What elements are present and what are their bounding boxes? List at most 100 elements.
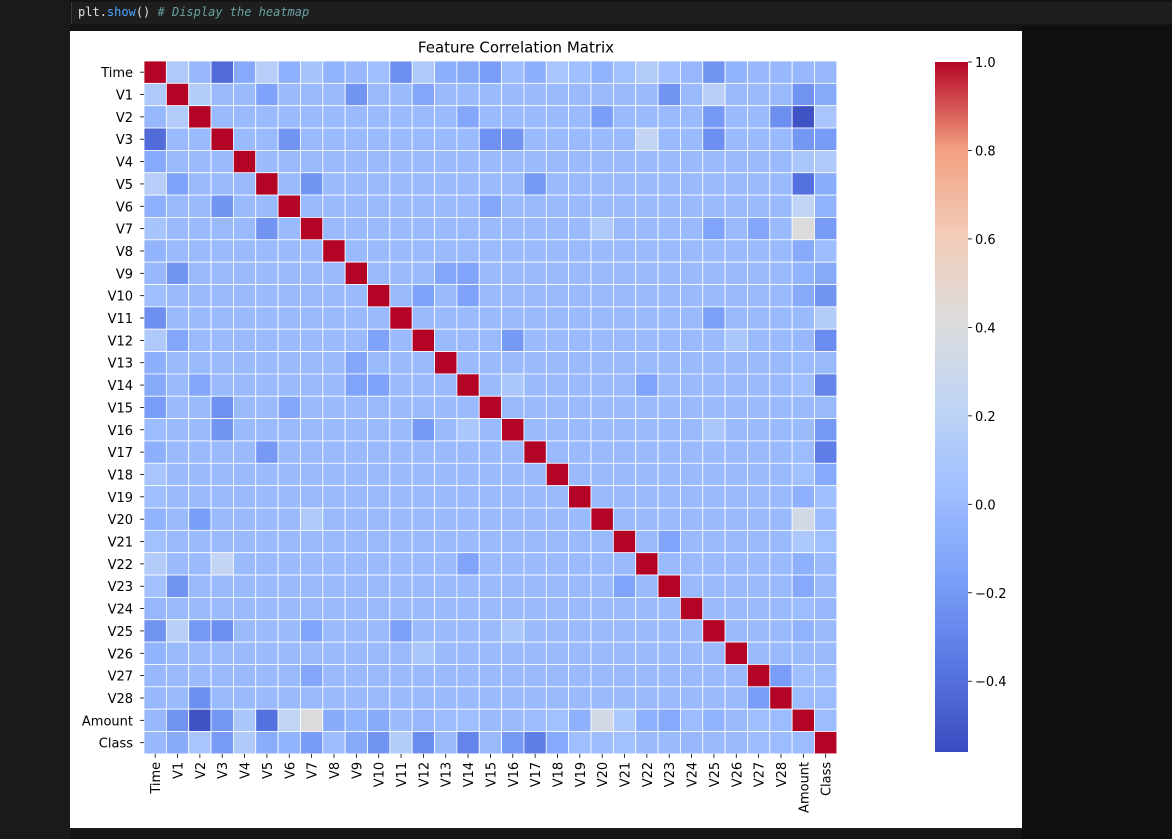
heatmap-cell xyxy=(791,440,815,464)
heatmap-cell xyxy=(300,641,324,665)
heatmap-cell xyxy=(523,105,547,129)
heatmap-cell xyxy=(322,708,346,732)
heatmap-cell xyxy=(322,172,346,196)
heatmap-cell xyxy=(769,127,793,151)
heatmap-cell xyxy=(568,284,592,308)
heatmap-cell xyxy=(300,529,324,554)
heatmap-cell xyxy=(501,150,525,174)
heatmap-cell xyxy=(545,641,570,665)
heatmap-cell xyxy=(434,507,458,531)
heatmap-cell xyxy=(747,485,771,509)
heatmap-cell xyxy=(411,395,435,420)
heatmap-cell xyxy=(232,552,257,576)
y-tick-label: Amount xyxy=(82,714,133,729)
heatmap-cell xyxy=(277,261,301,285)
heatmap-cell xyxy=(791,418,815,442)
heatmap-cell xyxy=(255,328,279,352)
heatmap-cell xyxy=(523,373,547,397)
heatmap-cell xyxy=(389,529,413,554)
heatmap-cell xyxy=(568,217,592,241)
heatmap-cell xyxy=(635,597,659,621)
heatmap-cell xyxy=(814,328,838,352)
heatmap-cell xyxy=(568,127,592,151)
heatmap-cell xyxy=(545,105,570,129)
heatmap-cell xyxy=(277,239,301,263)
heatmap-cell xyxy=(702,395,726,420)
heatmap-cell xyxy=(411,664,435,688)
heatmap-cell xyxy=(747,574,771,598)
heatmap-cell xyxy=(635,60,659,84)
heatmap-cell xyxy=(702,686,726,710)
heatmap-cell xyxy=(769,485,793,509)
heatmap-cell xyxy=(612,664,637,688)
heatmap-cell xyxy=(702,373,726,397)
heatmap-cell xyxy=(367,306,391,330)
heatmap-cell xyxy=(367,217,391,241)
heatmap-cell xyxy=(680,150,704,174)
heatmap-cell xyxy=(478,597,503,621)
heatmap-cell xyxy=(590,328,614,352)
heatmap-cell xyxy=(478,82,503,107)
heatmap-cell xyxy=(411,217,435,241)
heatmap-cell xyxy=(545,373,570,397)
y-tick-label: V20 xyxy=(108,513,133,528)
heatmap-cell xyxy=(456,418,480,442)
heatmap-cell xyxy=(367,261,391,285)
heatmap-cell xyxy=(277,597,301,621)
heatmap-cell xyxy=(411,373,435,397)
heatmap-cell xyxy=(277,150,301,174)
y-tick-label: V1 xyxy=(116,89,133,104)
heatmap-cell xyxy=(501,574,525,598)
heatmap-cell xyxy=(702,462,726,487)
heatmap-cell xyxy=(322,418,346,442)
heatmap-cell xyxy=(478,373,503,397)
heatmap-cell xyxy=(523,82,547,107)
heatmap-cell xyxy=(501,351,525,375)
heatmap-cell xyxy=(277,418,301,442)
x-tick-label: V15 xyxy=(484,762,499,787)
heatmap-cell xyxy=(523,641,547,665)
heatmap-cell xyxy=(232,261,257,285)
x-tick-label: Class xyxy=(820,762,835,796)
heatmap-cell xyxy=(165,552,190,576)
heatmap-cell xyxy=(232,440,257,464)
heatmap-cell xyxy=(232,239,257,263)
heatmap-cell xyxy=(188,284,212,308)
heatmap-cell xyxy=(255,664,279,688)
heatmap-cell xyxy=(657,619,681,643)
heatmap-cell xyxy=(747,507,771,531)
heatmap-cell xyxy=(434,708,458,732)
heatmap-cell xyxy=(188,664,212,688)
heatmap-cell xyxy=(478,127,503,151)
heatmap-cell xyxy=(724,239,748,263)
heatmap-cell xyxy=(747,395,771,420)
heatmap-cell xyxy=(322,150,346,174)
heatmap-cell xyxy=(322,507,346,531)
heatmap-cell xyxy=(210,82,234,107)
code-dot: . xyxy=(99,5,107,19)
heatmap-cell xyxy=(657,373,681,397)
heatmap-cell xyxy=(277,731,301,755)
heatmap-cell xyxy=(143,708,167,732)
heatmap-cell xyxy=(456,172,480,196)
heatmap-cell xyxy=(657,462,681,487)
heatmap-cell xyxy=(702,664,726,688)
heatmap-cell xyxy=(702,306,726,330)
x-tick-labels: Time V1 V2 V3 V4 V5 V6 V7 V8 V9 V10 V11 V12 V13 V14 V15… xyxy=(149,753,835,813)
heatmap-cell xyxy=(657,440,681,464)
heatmap-cell xyxy=(344,373,368,397)
code-cell[interactable]: plt.show() # Display the heatmap xyxy=(71,2,1172,24)
heatmap-cell xyxy=(769,150,793,174)
heatmap-cell xyxy=(411,731,435,755)
heatmap-cell xyxy=(791,194,815,218)
heatmap-cell xyxy=(411,82,435,107)
heatmap-cell xyxy=(814,150,838,174)
heatmap-cell xyxy=(411,172,435,196)
heatmap-cell xyxy=(300,574,324,598)
heatmap-cell xyxy=(747,328,771,352)
y-tick-label: V21 xyxy=(108,536,133,551)
heatmap-cell xyxy=(434,552,458,576)
heatmap-cell xyxy=(635,328,659,352)
heatmap-cell xyxy=(478,664,503,688)
heatmap-cell xyxy=(747,686,771,710)
